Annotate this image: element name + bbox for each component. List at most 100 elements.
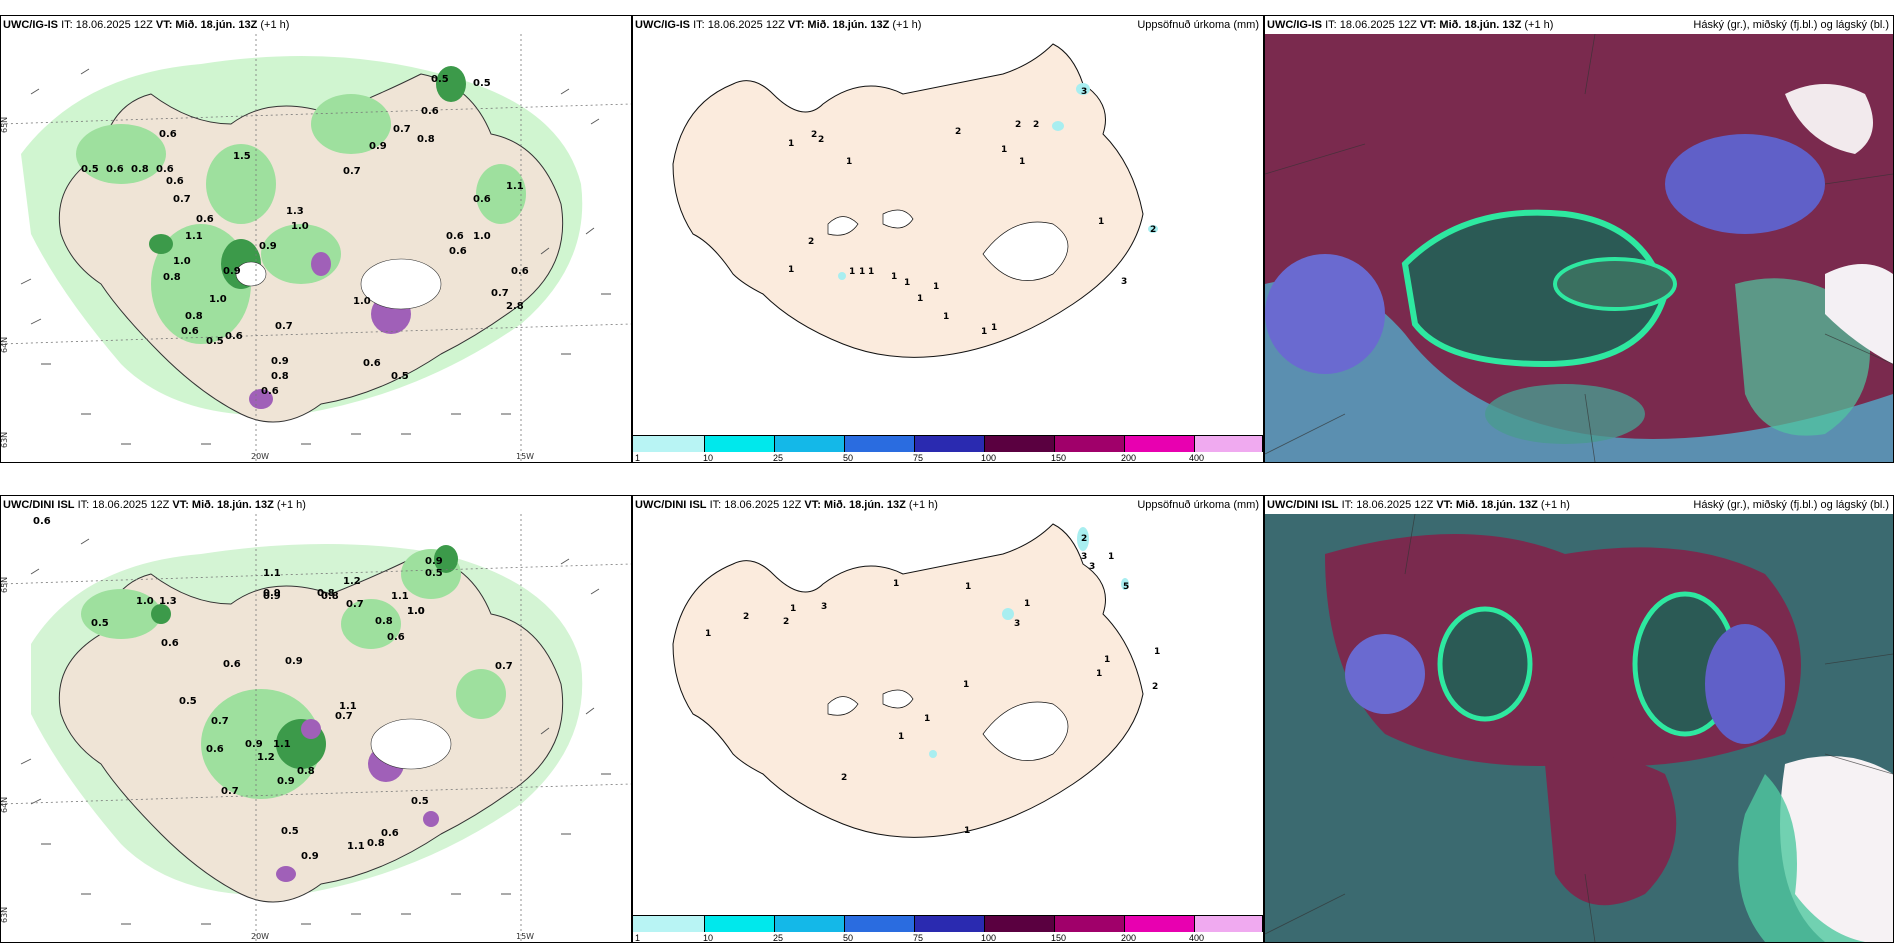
wind-value: 0.6 bbox=[261, 386, 279, 397]
colorbar-swatch bbox=[1125, 436, 1195, 452]
valid-time: Mið. 18.jún. 13Z bbox=[823, 499, 906, 511]
wind-value: 1.3 bbox=[159, 596, 177, 607]
lead-time: (+1 h) bbox=[892, 19, 922, 31]
wind-value: 0.9 bbox=[259, 241, 277, 252]
wind-value: 0.7 bbox=[173, 194, 191, 205]
wind-value: 0.6 bbox=[156, 164, 174, 175]
precip-value: 1 bbox=[788, 139, 794, 149]
init-time: IT: 18.06.2025 12Z bbox=[693, 19, 785, 31]
precip-value: 1 bbox=[933, 282, 939, 292]
wind-header-row1: UWC/IG-IS IT: 18.06.2025 12Z VT: Mið. 18… bbox=[3, 19, 627, 35]
wind-value: 0.5 bbox=[473, 78, 491, 89]
colorbar-tick: 400 bbox=[1189, 933, 1205, 943]
init-time: IT: 18.06.2025 12Z bbox=[709, 499, 802, 511]
colorbar-tick: 50 bbox=[843, 453, 854, 463]
wind-value: 1.0 bbox=[407, 606, 425, 617]
model-name: UWC/DINI ISL bbox=[635, 499, 707, 511]
init-time: IT: 18.06.2025 12Z bbox=[1325, 19, 1417, 31]
precip-value: 1 bbox=[1104, 655, 1110, 665]
wind-value: 0.7 bbox=[335, 711, 353, 722]
precip-value: 3 bbox=[1081, 552, 1087, 562]
precip-value: 3 bbox=[1081, 87, 1087, 97]
wind-value: 0.8 bbox=[417, 134, 435, 145]
wind-value: 0.9 bbox=[425, 556, 443, 567]
precip-value: 1 bbox=[981, 327, 987, 337]
precip-value: 1 bbox=[1098, 217, 1104, 227]
lead-time: (+1 h) bbox=[908, 499, 938, 511]
wind-value: 0.6 bbox=[159, 129, 177, 140]
lon-label: 15W bbox=[516, 932, 534, 941]
cloud-title: Háský (gr.), miðský (fj.bl.) og lágský (… bbox=[1693, 19, 1889, 31]
precip-value: 2 bbox=[811, 130, 817, 140]
wind-value: 1.1 bbox=[273, 739, 291, 750]
wind-map-svg: 0.5 0.6 0.6 0.8 0.6 0.6 0.7 0.6 1.1 1.0 … bbox=[1, 34, 631, 462]
wind-value: 0.7 bbox=[211, 716, 229, 727]
wind-value: 0.5 bbox=[425, 568, 443, 579]
wind-value: 1.1 bbox=[185, 231, 203, 242]
wind-value: 0.6 bbox=[511, 266, 529, 277]
lon-label: 20W bbox=[251, 932, 269, 941]
precip-map-svg: 1 2 2 1 3 1 1 1 3 1 1 1 2 1 1 1 2 1 2 3 bbox=[672, 523, 1160, 838]
colorbar-swatch bbox=[985, 436, 1055, 452]
wind-map-svg: 0.6 0.5 1.0 1.3 0.9 0.8 0.5 0.6 1.1 0.9 … bbox=[1, 514, 631, 942]
precip-title: Uppsöfnuð úrkoma (mm) bbox=[1137, 19, 1259, 31]
wind-value: 1.1 bbox=[506, 181, 524, 192]
wind-value: 0.6 bbox=[196, 214, 214, 225]
precip-map-svg: 1 2 2 1 2 1 1 2 2 3 1 1 2 1 1 1 1 1 1 1 bbox=[672, 43, 1158, 358]
valid-label: VT: bbox=[804, 499, 821, 511]
precip-value: 2 bbox=[818, 135, 824, 145]
wind-value: 0.9 bbox=[277, 776, 295, 787]
wind-map-row2: 0.6 0.5 1.0 1.3 0.9 0.8 0.5 0.6 1.1 0.9 … bbox=[1, 514, 631, 942]
wind-value: 0.5 bbox=[391, 371, 409, 382]
precip-value: 2 bbox=[1033, 120, 1039, 130]
precip-value: 1 bbox=[1024, 599, 1030, 609]
valid-time: Mið. 18.jún. 13Z bbox=[191, 499, 274, 511]
wind-panel-row1: UWC/IG-IS IT: 18.06.2025 12Z VT: Mið. 18… bbox=[0, 15, 632, 463]
wind-value: 0.6 bbox=[473, 194, 491, 205]
wind-value: 0.9 bbox=[245, 739, 263, 750]
precip-map-row2: 1 2 2 1 3 1 1 1 3 1 1 1 2 1 1 1 2 1 2 3 bbox=[633, 514, 1263, 916]
model-name: UWC/IG-IS bbox=[3, 19, 58, 31]
valid-label: VT: bbox=[1436, 499, 1453, 511]
colorbar-tick: 1 bbox=[635, 933, 641, 943]
wind-value: 0.8 bbox=[271, 371, 289, 382]
wind-value: 0.6 bbox=[446, 231, 464, 242]
lat-label: 64N bbox=[1, 797, 9, 813]
colorbar-tick: 150 bbox=[1051, 933, 1067, 943]
colorbar-tick: 10 bbox=[703, 453, 714, 463]
wind-value: 0.5 bbox=[206, 336, 224, 347]
colorbar-swatch bbox=[633, 436, 705, 452]
precip-value: 3 bbox=[1089, 562, 1095, 572]
valid-time: Mið. 18.jún. 13Z bbox=[807, 19, 890, 31]
precip-value: 1 bbox=[924, 714, 930, 724]
wind-value: 0.7 bbox=[343, 166, 361, 177]
colorbar-tick: 100 bbox=[981, 453, 997, 463]
colorbar-swatch bbox=[1125, 916, 1195, 932]
precip-value: 2 bbox=[1015, 120, 1021, 130]
colorbar-tick: 200 bbox=[1121, 933, 1137, 943]
lat-label: 65N bbox=[1, 577, 9, 593]
wind-value: 0.9 bbox=[223, 266, 241, 277]
valid-time: Mið. 18.jún. 13Z bbox=[1439, 19, 1522, 31]
precip-value: 2 bbox=[955, 127, 961, 137]
precip-value: 2 bbox=[1152, 682, 1158, 692]
precip-title: Uppsöfnuð úrkoma (mm) bbox=[1137, 499, 1259, 511]
wind-value: 0.8 bbox=[297, 766, 315, 777]
precip-value: 5 bbox=[1123, 582, 1129, 592]
wind-value: 1.0 bbox=[209, 294, 227, 305]
cloud-panel-row1: UWC/IG-IS IT: 18.06.2025 12Z VT: Mið. 18… bbox=[1264, 15, 1894, 463]
colorbar-tick: 200 bbox=[1121, 453, 1137, 463]
lat-label: 63N bbox=[1, 432, 9, 448]
wind-value: 0.6 bbox=[223, 659, 241, 670]
colorbar-tick: 25 bbox=[773, 453, 784, 463]
wind-value: 0.7 bbox=[393, 124, 411, 135]
precip-value: 1 bbox=[898, 732, 904, 742]
colorbar-tick: 75 bbox=[913, 453, 924, 463]
wind-value: 0.9 bbox=[263, 591, 281, 602]
wind-value: 0.6 bbox=[381, 828, 399, 839]
precip-panel-row2: UWC/DINI ISL IT: 18.06.2025 12Z VT: Mið.… bbox=[632, 495, 1264, 943]
cloud-map-svg bbox=[1265, 33, 1893, 462]
colorbar-swatch bbox=[705, 436, 775, 452]
precip-header-row2: UWC/DINI ISL IT: 18.06.2025 12Z VT: Mið.… bbox=[635, 499, 1259, 515]
wind-value: 1.1 bbox=[347, 841, 365, 852]
